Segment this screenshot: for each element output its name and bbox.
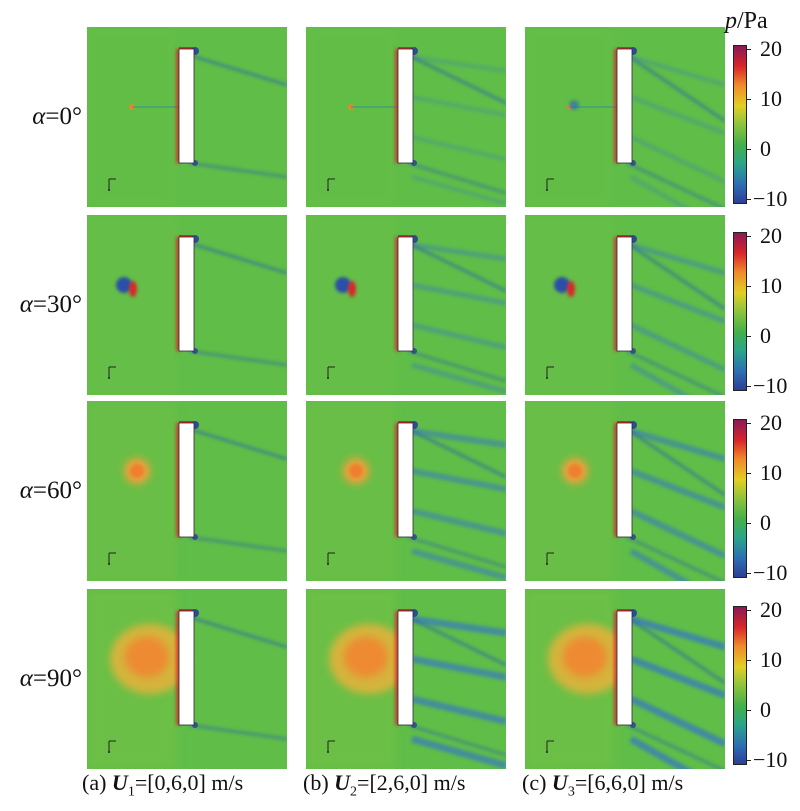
colorbar-tick-label: 20 (760, 36, 782, 61)
contour-panel (87, 27, 287, 207)
alpha-value: =90° (32, 665, 82, 692)
colorbar-tick-label: 20 (760, 410, 782, 435)
colorbar-tick-mark (746, 423, 751, 424)
colorbar-tick-label: −10 (753, 186, 788, 211)
velocity-value: =[0,6,0] m/s (134, 770, 244, 795)
colorbar-tick-mark (746, 199, 751, 200)
colorbar-tick-mark (746, 236, 751, 237)
colorbar-tick-label: −10 (753, 747, 788, 772)
contour-panel (306, 589, 506, 769)
colorbar-tick-label: 0 (760, 697, 771, 722)
contour-panel (306, 215, 506, 395)
colorbar (733, 419, 747, 578)
colorbar (733, 232, 747, 391)
caption-prefix: (c) (522, 770, 552, 795)
colorbar-tick-label: −10 (753, 560, 788, 585)
colorbar-tick-mark (746, 610, 751, 611)
colorbar-tick-label: 20 (760, 223, 782, 248)
contour-panel (87, 589, 287, 769)
colorbar-variable: p (725, 8, 737, 34)
column-caption: (c) U3=[6,6,0] m/s (522, 770, 683, 800)
colorbar-tick-label: 0 (760, 510, 771, 535)
contour-panel (87, 215, 287, 395)
caption-prefix: (b) (303, 770, 335, 795)
velocity-subscript: 3 (567, 784, 575, 800)
colorbar-tick-mark (746, 523, 751, 524)
colorbar-tick-mark (746, 336, 751, 337)
colorbar-tick-mark (746, 760, 751, 761)
velocity-symbol: U (111, 770, 128, 795)
row-label-alpha: α=60° (2, 476, 82, 506)
contour-panel (525, 215, 725, 395)
velocity-symbol: U (334, 770, 351, 795)
colorbar-tick-mark (746, 710, 751, 711)
velocity-subscript: 1 (127, 784, 135, 800)
colorbar-unit: /Pa (737, 8, 768, 34)
contour-panel (87, 401, 287, 581)
colorbar-tick-label: 10 (760, 86, 782, 111)
alpha-value: =0° (45, 103, 82, 130)
row-label-alpha: α=0° (2, 102, 82, 132)
contour-panel (525, 27, 725, 207)
colorbar-tick-mark (746, 573, 751, 574)
contour-panel (306, 401, 506, 581)
contour-panel (306, 27, 506, 207)
contour-panel (525, 401, 725, 581)
colorbar-tick-mark (746, 473, 751, 474)
colorbar-title: p/Pa (725, 8, 768, 35)
column-caption: (b) U2=[2,6,0] m/s (303, 770, 465, 800)
colorbar-tick-mark (746, 286, 751, 287)
velocity-value: =[6,6,0] m/s (574, 770, 684, 795)
colorbar-tick-label: 10 (760, 460, 782, 485)
colorbar-tick-mark (746, 149, 751, 150)
colorbar (733, 606, 747, 765)
alpha-value: =60° (32, 477, 82, 504)
colorbar-tick-mark (746, 49, 751, 50)
velocity-symbol: U (551, 770, 568, 795)
alpha-value: =30° (32, 291, 82, 318)
alpha-symbol: α (19, 477, 33, 504)
colorbar (733, 45, 747, 204)
row-label-alpha: α=30° (2, 290, 82, 320)
colorbar-tick-mark (746, 386, 751, 387)
alpha-symbol: α (19, 665, 33, 692)
alpha-symbol: α (32, 103, 46, 130)
colorbar-tick-label: 20 (760, 597, 782, 622)
column-caption: (a) U1=[0,6,0] m/s (82, 770, 243, 800)
velocity-value: =[2,6,0] m/s (357, 770, 466, 795)
colorbar-tick-label: 10 (760, 647, 782, 672)
colorbar-tick-label: 0 (760, 323, 771, 348)
caption-prefix: (a) (82, 770, 112, 795)
alpha-symbol: α (19, 291, 33, 318)
colorbar-tick-label: 0 (760, 136, 771, 161)
velocity-subscript: 2 (350, 784, 358, 800)
colorbar-tick-mark (746, 99, 751, 100)
contour-panel (525, 589, 725, 769)
colorbar-tick-mark (746, 660, 751, 661)
colorbar-tick-label: 10 (760, 273, 782, 298)
row-label-alpha: α=90° (2, 664, 82, 694)
colorbar-tick-label: −10 (753, 373, 788, 398)
